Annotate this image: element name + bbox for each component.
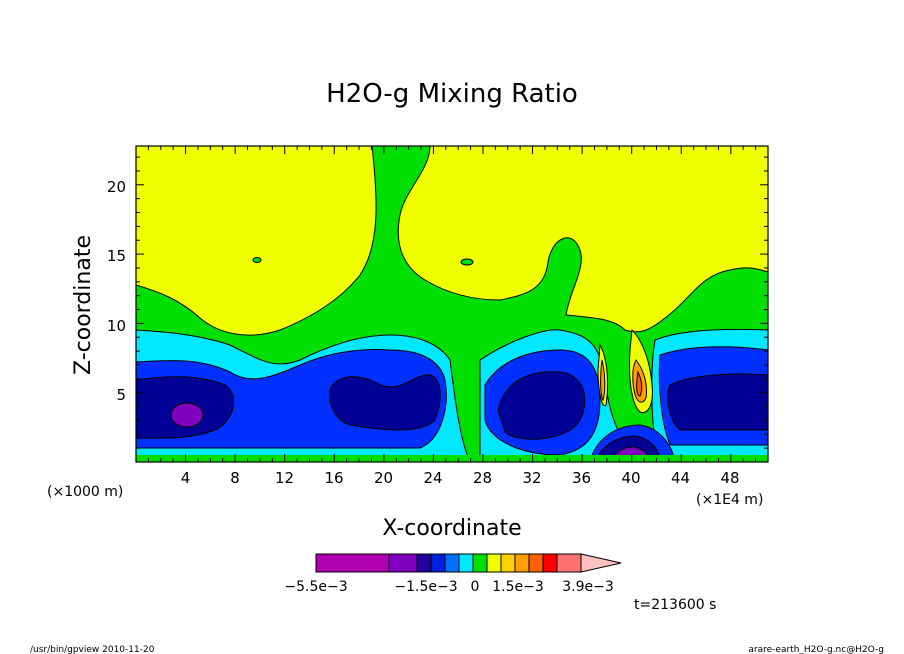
x-tick-label: 20 (374, 469, 393, 487)
colorbar-swatch (444, 553, 460, 573)
colorbar-swatch (472, 553, 488, 573)
colorbar-swatch (528, 553, 544, 573)
y-tick-label: 10 (107, 317, 126, 335)
footer-left: /usr/bin/gpview 2010-11-20 (30, 645, 155, 654)
x-tick-label: 28 (473, 469, 492, 487)
fill-purple-min (170, 402, 204, 428)
y-tick-label: 20 (107, 178, 126, 196)
axis-ticks (136, 146, 768, 462)
plot-frame (135, 145, 769, 463)
x-tick-label: 44 (671, 469, 690, 487)
colorbar-swatch (430, 553, 446, 573)
x-tick-label: 24 (423, 469, 442, 487)
colorbar-extend-arrow (580, 553, 622, 573)
colorbar-swatch (416, 553, 432, 573)
x-tick-label: 32 (522, 469, 541, 487)
colorbar-swatch (486, 553, 502, 573)
colorbar-label: 3.9e−3 (562, 579, 614, 595)
contour-fill (136, 146, 768, 462)
colorbar-label: −1.5e−3 (394, 579, 457, 595)
y-tick-labels: 5 10 15 20 (107, 178, 126, 404)
y-axis-label: Z-coordinate (71, 235, 96, 375)
time-label: t=213600 s (634, 597, 716, 613)
x-tick-label: 12 (275, 469, 294, 487)
x-tick-label: 8 (230, 469, 240, 487)
y-tick-label: 15 (107, 247, 126, 265)
x-tick-labels: 4 8 12 16 20 24 28 32 36 40 44 48 (181, 469, 740, 487)
colorbar-swatch (458, 553, 474, 573)
colorbar (315, 553, 622, 573)
colorbar-swatch (388, 553, 418, 573)
colorbar-label: 0 (471, 579, 480, 595)
x-unit-right: (×1E4 m) (696, 492, 763, 508)
colorbar-label: −5.5e−3 (284, 579, 347, 595)
x-tick-label: 48 (720, 469, 739, 487)
footer-right: arare-earth_H2O-g.nc@H2O-g (748, 645, 884, 654)
x-tick-label: 16 (324, 469, 343, 487)
x-axis-label: X-coordinate (382, 516, 521, 541)
colorbar-swatch (514, 553, 530, 573)
chart-title: H2O-g Mixing Ratio (326, 79, 578, 109)
x-tick-label: 4 (181, 469, 191, 487)
colorbar-label: 1.5e−3 (492, 579, 544, 595)
colorbar-swatch (500, 553, 516, 573)
colorbar-swatch (542, 553, 558, 573)
y-tick-label: 5 (116, 386, 126, 404)
colorbar-swatch (315, 553, 390, 573)
x-tick-label: 36 (572, 469, 591, 487)
colorbar-labels: −5.5e−3 −1.5e−3 0 1.5e−3 3.9e−3 (284, 579, 613, 595)
x-unit-left: (×1000 m) (47, 484, 123, 500)
x-tick-label: 40 (621, 469, 640, 487)
colorbar-swatch (556, 553, 582, 573)
